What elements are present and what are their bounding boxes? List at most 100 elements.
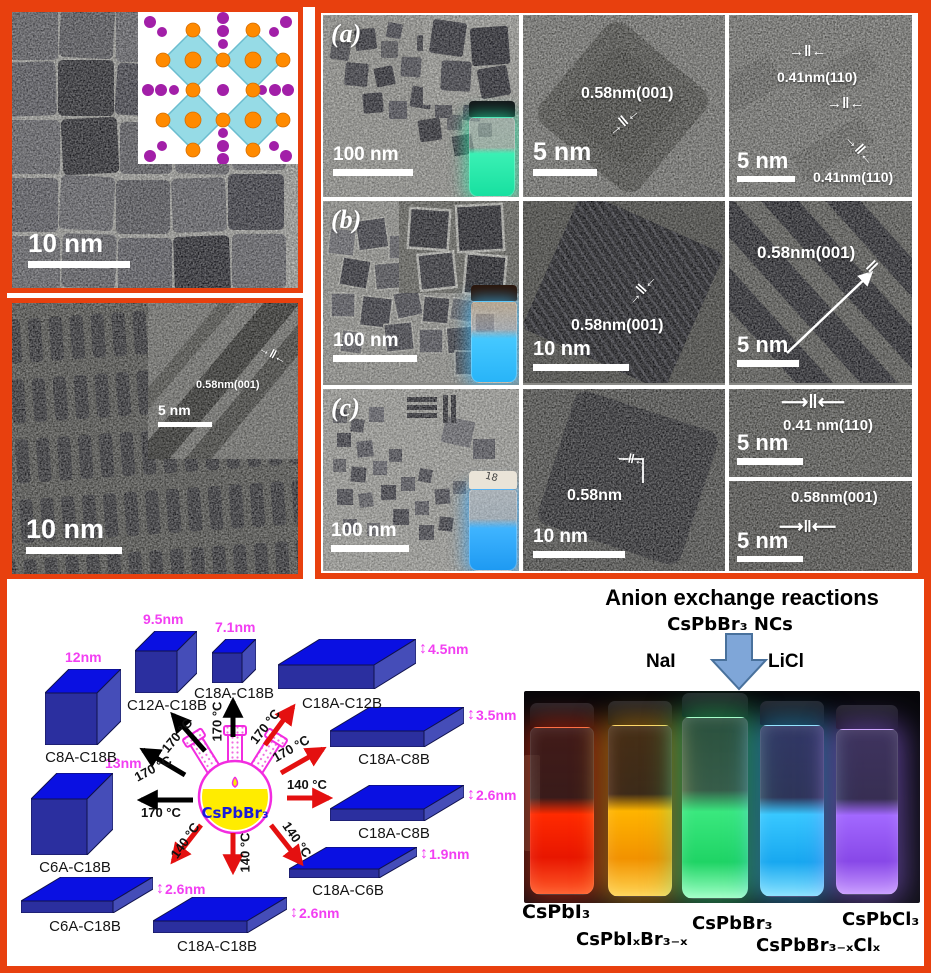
scale-bar: 100 nm <box>333 145 413 176</box>
nanoplate-C18A-C6B <box>289 847 417 878</box>
scale-bar-line <box>533 169 597 177</box>
nanoplate-C6A-C18B <box>21 877 153 913</box>
synthesis-scheme: CsPbBr₃ 170 °C <box>7 585 520 966</box>
lattice-spacing-annotation: 0.41nm(110) <box>813 169 894 185</box>
temp-label: 140 °C <box>287 777 327 792</box>
nanoplate-C18A-C18B <box>153 897 287 933</box>
scale-bar-text: 5 nm <box>737 528 789 553</box>
size-label: 7.1nm <box>215 619 256 635</box>
perovskite-structure-art <box>142 12 294 165</box>
section-subtitle: CsPbBr₃ NCs <box>667 614 793 635</box>
hrtem-b-plate: →‖← 0.58nm(001) 10 nm <box>523 201 725 385</box>
vial-body <box>608 725 672 897</box>
scale-bar: 5 nm <box>533 138 597 177</box>
vial-cap <box>469 101 515 117</box>
lattice-spacing-annotation: 0.58nm(001) <box>571 317 664 334</box>
scale-bar-text: 100 nm <box>331 520 397 541</box>
hrtem-inset: →‖← 0.58nm(001) 5 nm <box>148 303 298 459</box>
lattice-spacing-annotation: 0.58nm(001) <box>757 243 856 262</box>
vial-body <box>469 117 515 197</box>
lattice-spacing-annotation: 0.58nm(001) <box>791 489 878 506</box>
vial-cspbi3 <box>530 703 594 895</box>
thickness-arrow-icon: ↕ <box>290 904 298 921</box>
reagent-licl: LiCl <box>768 651 804 672</box>
compound-label: CsPbBr₃₋ₓClₓ <box>756 935 881 956</box>
thickness-arrow-icon: ↕ <box>420 845 428 862</box>
nanocube-C8A-C18B <box>45 669 121 745</box>
compound-label: CsPbBr₃ <box>692 913 773 934</box>
scale-bar-line <box>331 544 409 552</box>
scale-bar-text: 5 nm <box>533 138 592 166</box>
hrtem-c-top: ⟶‖⟵ 0.41 nm(110) 5 nm <box>729 389 912 477</box>
nanoplate-C18A-C8B-thick <box>330 707 464 747</box>
vial-cap: 18 <box>469 471 517 489</box>
size-label: 12nm <box>65 649 102 665</box>
scale-bar-line <box>26 547 122 555</box>
product-name: C18A-C8B <box>358 751 430 768</box>
scale-bar-text: 10 nm <box>28 228 104 258</box>
thickness-label: 2.6nm <box>165 881 206 897</box>
hrtem-a-fringes: →‖← 0.41nm(110) →‖← →‖← 0.41nm(110) 5 nm <box>729 15 912 197</box>
product-name: C18A-C18B <box>176 938 258 955</box>
vial-body <box>471 301 517 383</box>
nanoplate-C18A-C12B <box>278 639 416 689</box>
hrtem-a-art <box>523 15 725 197</box>
product-name: C18A-C8B <box>358 825 430 842</box>
product-name: C12A-C18B <box>126 697 208 714</box>
hrtem-c-plate: →‖← 0.58nm 10 nm <box>523 389 725 571</box>
anion-exchange-section: Anion exchange reactions CsPbBr₃ NCs NaI… <box>520 585 924 966</box>
lattice-spacing-annotation: 0.58nm(001) <box>196 379 260 391</box>
product-name: C6A-C18B <box>49 918 121 935</box>
thickness-label: 2.6nm <box>299 905 340 921</box>
hrtem-b-art <box>523 201 725 383</box>
nanoplate-C18A-C8B-thin <box>330 785 464 821</box>
scale-bar-line <box>737 458 803 466</box>
thickness-label: 2.6nm <box>476 787 517 803</box>
scale-bar-text: 100 nm <box>333 144 399 165</box>
vial-cspbbr3xclx <box>760 701 824 897</box>
lattice-spacing-annotation: 0.41nm(110) <box>777 69 858 85</box>
vial-cap <box>608 701 672 725</box>
tem-a-overview: (a) 100 nm <box>323 15 519 197</box>
panel-letter: (c) <box>331 393 360 422</box>
crystal-structure-inset <box>138 12 298 165</box>
thickness-label: 3.5nm <box>476 707 517 723</box>
lattice-spacing-annotation: 0.58nm <box>567 487 623 504</box>
scale-bar-line <box>533 550 625 558</box>
tem-grid: (a) 100 nm 0.58nm(001) →‖← 5 nm <box>315 7 924 579</box>
hrtem-c-bottom: 0.58nm(001) ⟶‖⟵ 5 nm <box>729 481 912 571</box>
reaction-flask: CsPbBr₃ <box>182 725 288 835</box>
product-name: C6A-C18B <box>39 859 111 876</box>
vial-cap <box>836 705 898 729</box>
fringe-spacing-marker-icon: →‖← <box>827 95 865 112</box>
size-label: 9.5nm <box>143 611 184 627</box>
tem-b-overview: (b) 100 nm <box>323 201 519 385</box>
vial-green-inset <box>469 101 515 197</box>
tem-panel-nanoplates: →‖← 0.58nm(001) 5 nm 10 nm <box>7 298 303 579</box>
scale-bar-text: 5 nm <box>737 430 789 455</box>
hrtem-c-bottom-art <box>729 481 912 571</box>
hrtem-a3-art <box>729 15 912 197</box>
vial-cap <box>530 703 594 727</box>
fringe-spacing-marker-icon: ⟶‖⟵ <box>781 392 845 413</box>
scale-bar-text: 5 nm <box>737 148 789 173</box>
product-name: C18A-C6B <box>312 882 384 899</box>
scale-bar: 5 nm <box>737 333 799 368</box>
scale-bar: 5 nm <box>737 528 803 563</box>
tem-c-overview: 18 (c) 100 nm <box>323 389 519 571</box>
scale-bar-text: 10 nm <box>26 514 105 544</box>
section-title: Anion exchange reactions <box>605 585 879 610</box>
lattice-spacing-annotation: 0.41 nm(110) <box>783 417 874 434</box>
scale-bar: 5 nm <box>737 148 795 183</box>
vial-cap <box>682 693 748 717</box>
vial-body <box>836 729 898 895</box>
nanocube-C6A-C18B <box>31 773 113 855</box>
vial-cap <box>471 285 517 301</box>
vial-cspbixbr3x <box>608 701 672 897</box>
vial-body <box>469 489 517 571</box>
scale-bar-line <box>158 421 212 427</box>
scale-bar: 100 nm <box>333 331 417 362</box>
hrtem-b-stack: 0.58nm(001) ‖ 5 nm <box>729 201 912 385</box>
nanocube-C12A-C18B <box>135 631 197 693</box>
